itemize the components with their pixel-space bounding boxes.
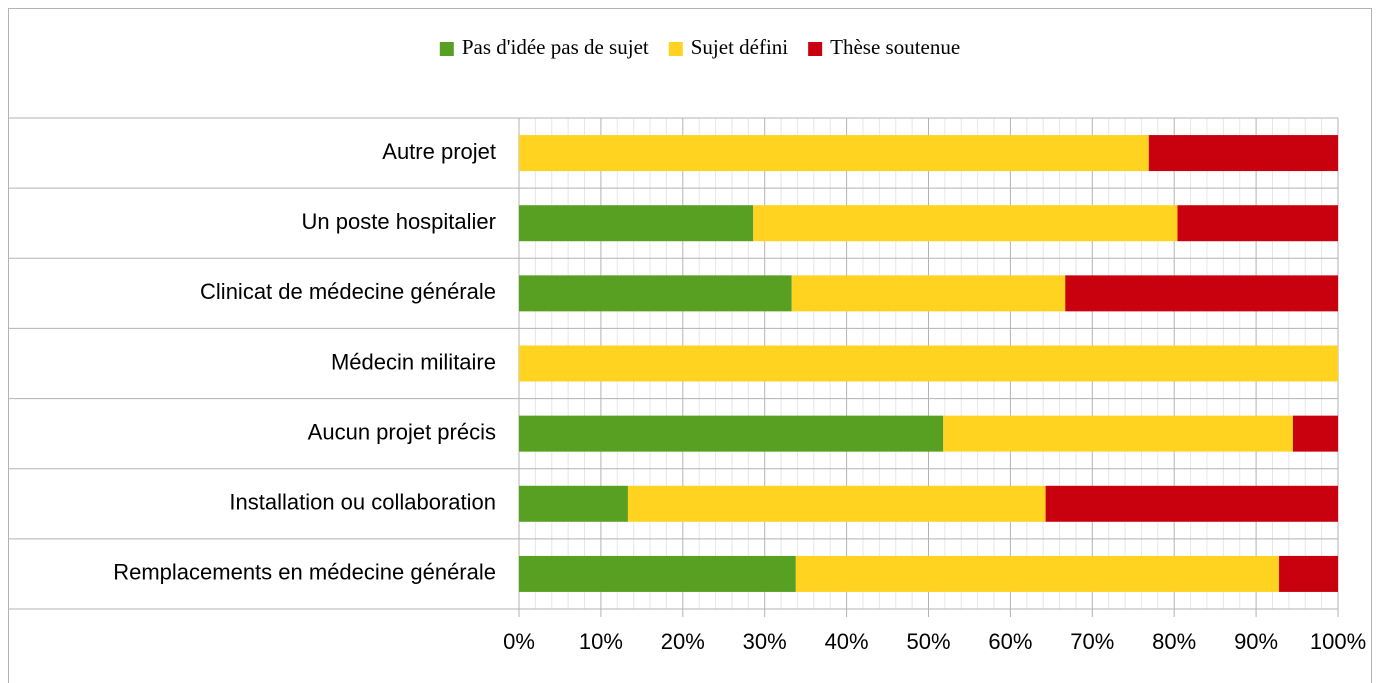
y-tick-label: Un poste hospitalier — [302, 209, 496, 234]
bar-segment — [519, 205, 754, 242]
y-tick-label: Installation ou collaboration — [229, 490, 496, 515]
x-tick-label: 50% — [906, 629, 950, 654]
legend-label: Pas d'idée pas de sujet — [462, 35, 649, 59]
legend-label: Sujet défini — [691, 35, 789, 59]
y-tick-label: Remplacements en médecine générale — [113, 560, 496, 585]
bar-segment — [519, 275, 792, 312]
bar-segment — [1148, 135, 1338, 172]
bar-segment — [519, 345, 1338, 382]
legend-swatch — [439, 42, 454, 56]
legend-swatch — [808, 42, 823, 56]
bar-segment — [519, 415, 944, 452]
x-tick-label: 80% — [1152, 629, 1196, 654]
x-tick-label: 90% — [1234, 629, 1278, 654]
y-tick-label: Médecin militaire — [331, 349, 496, 374]
x-tick-label: 40% — [825, 629, 869, 654]
bar-segment — [1292, 415, 1338, 452]
bar-segment — [1279, 555, 1338, 592]
bar-segment — [1177, 205, 1338, 242]
bar-segment — [943, 415, 1293, 452]
x-tick-label: 10% — [579, 629, 623, 654]
bar-segment — [795, 555, 1280, 592]
legend-label: Thèse soutenue — [830, 35, 960, 59]
x-tick-label: 60% — [988, 629, 1032, 654]
bar-segment — [519, 555, 796, 592]
bar-segment — [627, 485, 1046, 522]
bar-segment — [519, 485, 628, 522]
bar-segment — [1065, 275, 1338, 312]
x-tick-label: 30% — [743, 629, 787, 654]
bar-segment — [1045, 485, 1338, 522]
legend-swatch — [668, 42, 683, 56]
bar-segment — [753, 205, 1178, 242]
bar-segment — [791, 275, 1066, 312]
x-tick-label: 100% — [1310, 629, 1366, 654]
y-tick-label: Clinicat de médecine générale — [200, 279, 496, 304]
x-tick-label: 20% — [661, 629, 705, 654]
x-tick-label: 0% — [503, 629, 535, 654]
y-tick-label: Aucun projet précis — [308, 419, 496, 444]
x-tick-label: 70% — [1070, 629, 1114, 654]
y-tick-label: Autre projet — [382, 139, 496, 164]
bar-segment — [519, 135, 1149, 172]
